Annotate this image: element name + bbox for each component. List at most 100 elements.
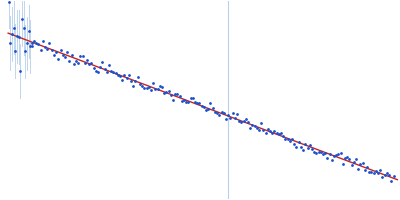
Point xyxy=(188,96,194,100)
Point xyxy=(128,79,134,82)
Point xyxy=(130,84,136,87)
Point xyxy=(249,123,256,126)
Point xyxy=(51,53,57,56)
Point xyxy=(326,153,333,156)
Point xyxy=(168,93,174,97)
Point xyxy=(278,131,284,135)
Point xyxy=(300,148,306,152)
Point xyxy=(296,141,302,144)
Point xyxy=(183,100,190,104)
Point xyxy=(280,134,286,137)
Point xyxy=(267,130,273,133)
Point xyxy=(126,73,132,77)
Point xyxy=(156,84,163,88)
Point xyxy=(262,131,269,134)
Point xyxy=(223,118,229,121)
Point xyxy=(360,162,366,165)
Point xyxy=(185,100,192,104)
Point xyxy=(201,105,207,109)
Point xyxy=(234,113,240,116)
Point xyxy=(245,120,251,123)
Point xyxy=(44,47,50,51)
Point xyxy=(242,118,249,121)
Point xyxy=(348,164,355,167)
Point xyxy=(287,139,293,142)
Point xyxy=(313,151,320,154)
Point xyxy=(386,173,392,177)
Point xyxy=(84,59,90,62)
Point xyxy=(322,152,328,155)
Point xyxy=(229,112,236,115)
Point xyxy=(64,51,70,54)
Point xyxy=(134,75,141,79)
Point xyxy=(19,18,25,21)
Point xyxy=(75,61,81,65)
Point xyxy=(192,100,198,103)
Point xyxy=(108,70,114,73)
Point xyxy=(6,0,12,3)
Point xyxy=(254,126,260,130)
Point xyxy=(216,114,222,117)
Point xyxy=(291,142,298,146)
Point xyxy=(146,85,152,89)
Point xyxy=(119,79,126,82)
Point xyxy=(309,147,315,151)
Point xyxy=(53,51,59,54)
Point xyxy=(152,88,158,91)
Point xyxy=(236,120,242,123)
Point xyxy=(12,49,19,52)
Point xyxy=(7,41,14,44)
Point xyxy=(35,42,42,45)
Point xyxy=(9,32,15,36)
Point xyxy=(93,70,99,73)
Point xyxy=(320,153,326,156)
Point xyxy=(333,153,339,156)
Point xyxy=(121,74,128,77)
Point xyxy=(181,98,187,102)
Point xyxy=(112,71,119,74)
Point xyxy=(355,168,362,171)
Point xyxy=(368,171,375,174)
Point xyxy=(375,171,381,174)
Point xyxy=(315,150,322,153)
Point xyxy=(77,54,84,58)
Point xyxy=(163,90,170,93)
Point xyxy=(117,75,123,78)
Point xyxy=(379,175,386,178)
Point xyxy=(68,54,75,57)
Point xyxy=(165,90,172,93)
Point xyxy=(337,152,344,155)
Point xyxy=(159,85,165,88)
Point xyxy=(384,171,390,175)
Point xyxy=(95,71,101,74)
Point xyxy=(207,101,214,104)
Point xyxy=(210,106,216,109)
Point xyxy=(38,48,44,52)
Point xyxy=(66,59,72,63)
Point xyxy=(351,160,357,164)
Point xyxy=(82,61,88,65)
Point xyxy=(17,69,24,72)
Point xyxy=(88,61,94,64)
Point xyxy=(48,48,55,51)
Point xyxy=(377,169,384,172)
Point xyxy=(33,42,40,45)
Point xyxy=(340,162,346,165)
Point xyxy=(390,175,397,178)
Point xyxy=(240,119,247,122)
Point xyxy=(198,104,205,108)
Point xyxy=(306,144,313,147)
Point xyxy=(99,60,106,64)
Point xyxy=(20,26,27,29)
Point xyxy=(324,156,330,159)
Point xyxy=(373,169,379,173)
Point xyxy=(29,45,35,48)
Point xyxy=(282,138,289,141)
Point xyxy=(227,117,234,120)
Point xyxy=(194,101,200,104)
Point xyxy=(265,127,271,131)
Point xyxy=(382,174,388,177)
Point xyxy=(79,54,86,58)
Point xyxy=(137,82,143,85)
Point xyxy=(258,122,264,125)
